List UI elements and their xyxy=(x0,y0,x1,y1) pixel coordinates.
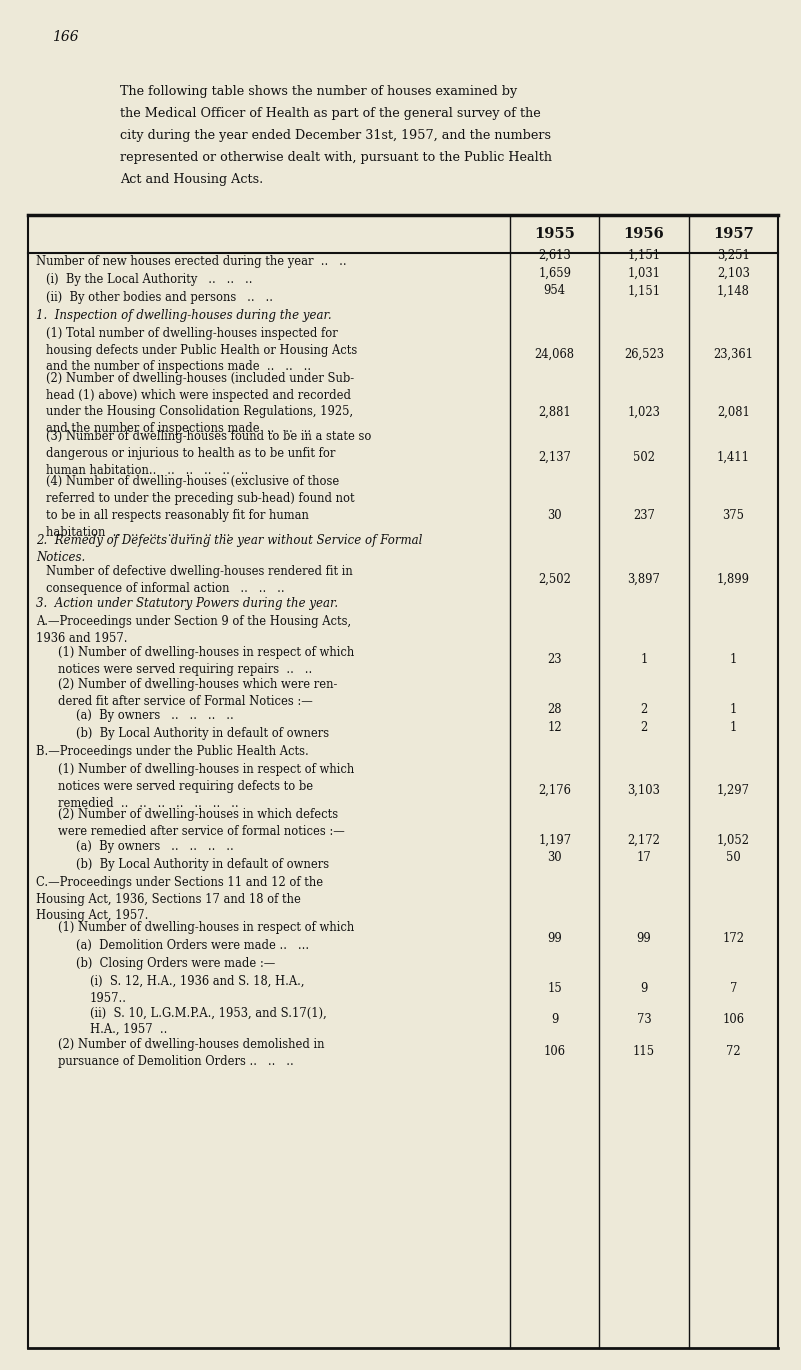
Text: 2: 2 xyxy=(640,703,648,717)
Text: (2) Number of dwelling-houses (included under Sub-
head (1) above) which were in: (2) Number of dwelling-houses (included … xyxy=(46,371,354,436)
Text: Number of new houses erected during the year  ..   ..: Number of new houses erected during the … xyxy=(36,255,347,267)
Text: 502: 502 xyxy=(633,451,655,464)
Text: 73: 73 xyxy=(637,1014,651,1026)
Text: 3,897: 3,897 xyxy=(627,573,661,585)
Text: 1,148: 1,148 xyxy=(717,285,750,297)
Text: 1.  Inspection of dwelling-houses during the year.: 1. Inspection of dwelling-houses during … xyxy=(36,308,332,322)
Text: 2,881: 2,881 xyxy=(538,406,571,419)
Text: 7: 7 xyxy=(730,982,737,995)
Text: 2,103: 2,103 xyxy=(717,266,750,279)
Text: C.—Proceedings under Sections 11 and 12 of the
Housing Act, 1936, Sections 17 an: C.—Proceedings under Sections 11 and 12 … xyxy=(36,875,323,922)
Text: (1) Number of dwelling-houses in respect of which: (1) Number of dwelling-houses in respect… xyxy=(58,921,354,934)
Text: 1,151: 1,151 xyxy=(627,248,661,262)
Text: 1: 1 xyxy=(640,653,648,666)
Text: 23,361: 23,361 xyxy=(714,348,753,360)
Text: (ii)  By other bodies and persons   ..   ..: (ii) By other bodies and persons .. .. xyxy=(46,290,273,304)
Text: 1,297: 1,297 xyxy=(717,784,750,797)
Text: 2,502: 2,502 xyxy=(538,573,571,585)
Text: 1957: 1957 xyxy=(713,227,754,241)
Bar xyxy=(28,215,778,1348)
Text: (b)  By Local Authority in default of owners: (b) By Local Authority in default of own… xyxy=(76,858,329,871)
Text: 15: 15 xyxy=(547,982,562,995)
Text: 30: 30 xyxy=(547,851,562,864)
Text: 1,899: 1,899 xyxy=(717,573,750,585)
Text: (a)  By owners   ..   ..   ..   ..: (a) By owners .. .. .. .. xyxy=(76,840,234,852)
Text: 3,103: 3,103 xyxy=(627,784,661,797)
Text: 99: 99 xyxy=(637,933,651,945)
Text: 1,411: 1,411 xyxy=(717,451,750,464)
Text: (1) Total number of dwelling-houses inspected for
housing defects under Public H: (1) Total number of dwelling-houses insp… xyxy=(46,327,357,374)
Text: 1956: 1956 xyxy=(624,227,664,241)
Text: 1: 1 xyxy=(730,721,737,734)
Text: 166: 166 xyxy=(52,30,78,44)
Text: 3.  Action under Statutory Powers during the year.: 3. Action under Statutory Powers during … xyxy=(36,597,338,610)
Text: 1955: 1955 xyxy=(534,227,575,241)
Text: 1,052: 1,052 xyxy=(717,833,750,847)
Text: 2,176: 2,176 xyxy=(538,784,571,797)
Text: the Medical Officer of Health as part of the general survey of the: the Medical Officer of Health as part of… xyxy=(120,107,541,121)
Text: 1,031: 1,031 xyxy=(627,266,661,279)
Text: 26,523: 26,523 xyxy=(624,348,664,360)
Text: (i)  By the Local Authority   ..   ..   ..: (i) By the Local Authority .. .. .. xyxy=(46,273,252,286)
Text: 1,659: 1,659 xyxy=(538,266,571,279)
Text: 3,251: 3,251 xyxy=(717,248,750,262)
Text: 1: 1 xyxy=(730,703,737,717)
Text: 106: 106 xyxy=(723,1014,744,1026)
Text: (2) Number of dwelling-houses in which defects
were remedied after service of fo: (2) Number of dwelling-houses in which d… xyxy=(58,808,344,838)
Text: (1) Number of dwelling-houses in respect of which
notices were served requiring : (1) Number of dwelling-houses in respect… xyxy=(58,763,354,810)
Text: 99: 99 xyxy=(547,933,562,945)
Text: city during the year ended December 31st, 1957, and the numbers: city during the year ended December 31st… xyxy=(120,129,551,142)
Text: 375: 375 xyxy=(723,510,744,522)
Text: represented or otherwise dealt with, pursuant to the Public Health: represented or otherwise dealt with, pur… xyxy=(120,151,552,164)
Text: 9: 9 xyxy=(640,982,648,995)
Text: 115: 115 xyxy=(633,1045,655,1058)
Text: 23: 23 xyxy=(547,653,562,666)
Text: 1: 1 xyxy=(730,653,737,666)
Text: Number of defective dwelling-houses rendered fit in
consequence of informal acti: Number of defective dwelling-houses rend… xyxy=(46,566,352,595)
Text: 28: 28 xyxy=(547,703,562,717)
Text: (3) Number of dwelling-houses found to be in a state so
dangerous or injurious t: (3) Number of dwelling-houses found to b… xyxy=(46,430,372,477)
Text: 2,137: 2,137 xyxy=(538,451,571,464)
Text: 50: 50 xyxy=(726,851,741,864)
Text: (1) Number of dwelling-houses in respect of which
notices were served requiring : (1) Number of dwelling-houses in respect… xyxy=(58,647,354,677)
Text: 954: 954 xyxy=(544,285,566,297)
Text: 1,023: 1,023 xyxy=(627,406,661,419)
Text: 1,197: 1,197 xyxy=(538,833,571,847)
Text: Act and Housing Acts.: Act and Housing Acts. xyxy=(120,173,264,186)
Text: (a)  By owners   ..   ..   ..   ..: (a) By owners .. .. .. .. xyxy=(76,710,234,722)
Text: 24,068: 24,068 xyxy=(534,348,574,360)
Text: (b)  Closing Orders were made :—: (b) Closing Orders were made :— xyxy=(76,956,276,970)
Text: 2,613: 2,613 xyxy=(538,248,571,262)
Text: 12: 12 xyxy=(547,721,562,734)
Text: 17: 17 xyxy=(637,851,651,864)
Text: A.—Proceedings under Section 9 of the Housing Acts,
1936 and 1957.: A.—Proceedings under Section 9 of the Ho… xyxy=(36,615,351,645)
Text: 106: 106 xyxy=(544,1045,566,1058)
Text: (ii)  S. 10, L.G.M.P.A., 1953, and S.17(1),
H.A., 1957  ..: (ii) S. 10, L.G.M.P.A., 1953, and S.17(1… xyxy=(90,1007,327,1036)
Text: 1,151: 1,151 xyxy=(627,285,661,297)
Text: The following table shows the number of houses examined by: The following table shows the number of … xyxy=(120,85,517,99)
Text: 2.  Remedy of Defects during the year without Service of Formal
Notices.: 2. Remedy of Defects during the year wit… xyxy=(36,534,422,563)
Text: (b)  By Local Authority in default of owners: (b) By Local Authority in default of own… xyxy=(76,727,329,740)
Text: 172: 172 xyxy=(723,933,744,945)
Text: 72: 72 xyxy=(726,1045,741,1058)
Text: 2: 2 xyxy=(640,721,648,734)
Text: (2) Number of dwelling-houses demolished in
pursuance of Demolition Orders ..   : (2) Number of dwelling-houses demolished… xyxy=(58,1038,324,1067)
Text: (a)  Demolition Orders were made ..   ...: (a) Demolition Orders were made .. ... xyxy=(76,938,309,952)
Text: 2,172: 2,172 xyxy=(627,833,661,847)
Text: 9: 9 xyxy=(551,1014,558,1026)
Text: 30: 30 xyxy=(547,510,562,522)
Text: (i)  S. 12, H.A., 1936 and S. 18, H.A.,
1957..: (i) S. 12, H.A., 1936 and S. 18, H.A., 1… xyxy=(90,975,304,1004)
Text: (2) Number of dwelling-houses which were ren-
dered fit after service of Formal : (2) Number of dwelling-houses which were… xyxy=(58,678,337,707)
Text: 237: 237 xyxy=(633,510,655,522)
Text: B.—Proceedings under the Public Health Acts.: B.—Proceedings under the Public Health A… xyxy=(36,745,308,759)
Text: (4) Number of dwelling-houses (exclusive of those
referred to under the precedin: (4) Number of dwelling-houses (exclusive… xyxy=(46,475,355,538)
Text: 2,081: 2,081 xyxy=(717,406,750,419)
